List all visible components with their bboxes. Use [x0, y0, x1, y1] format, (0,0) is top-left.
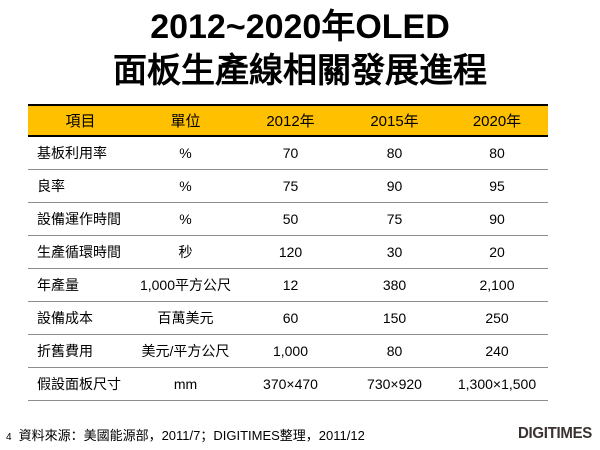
table-row: 設備運作時間 % 50 75 90: [28, 202, 548, 236]
row-label: 假設面板尺寸: [28, 367, 133, 401]
cell-2015: 80: [343, 334, 446, 368]
title-line-1: 2012~2020年OLED: [150, 8, 450, 46]
cell-2012: 70: [238, 136, 343, 170]
table-row: 良率 % 75 90 95: [28, 169, 548, 203]
oled-roadmap-table: 項目 單位 2012年 2015年 2020年 基板利用率 % 70 80 80…: [28, 104, 548, 401]
footer: 4 資料來源：美國能源部，2011/7；DIGITIMES整理，2011/12: [6, 425, 365, 444]
row-label: 設備成本: [28, 301, 133, 335]
table-row: 生產循環時間 秒 120 30 20: [28, 235, 548, 269]
page-number: 4: [6, 432, 12, 443]
table-container: 項目 單位 2012年 2015年 2020年 基板利用率 % 70 80 80…: [28, 104, 548, 401]
cell-2012: 60: [238, 301, 343, 335]
table-row: 設備成本 百萬美元 60 150 250: [28, 301, 548, 335]
row-label: 良率: [28, 169, 133, 203]
row-label: 折舊費用: [28, 334, 133, 368]
cell-2012: 75: [238, 169, 343, 203]
cell-2012: 1,000: [238, 334, 343, 368]
page-title: 2012~2020年OLED 面板生產線相關發展進程: [0, 0, 600, 93]
cell-unit: 美元/平方公尺: [133, 334, 238, 368]
column-header-2015: 2015年: [343, 104, 446, 137]
table-row: 年產量 1,000平方公尺 12 380 2,100: [28, 268, 548, 302]
cell-2020: 2,100: [446, 268, 548, 302]
row-label: 設備運作時間: [28, 202, 133, 236]
table-row: 基板利用率 % 70 80 80: [28, 136, 548, 170]
row-label: 基板利用率: [28, 136, 133, 170]
cell-2015: 380: [343, 268, 446, 302]
cell-2015: 90: [343, 169, 446, 203]
table-header-row: 項目 單位 2012年 2015年 2020年: [28, 104, 548, 137]
cell-2012: 120: [238, 235, 343, 269]
cell-unit: %: [133, 169, 238, 203]
cell-unit: 百萬美元: [133, 301, 238, 335]
table-row: 折舊費用 美元/平方公尺 1,000 80 240: [28, 334, 548, 368]
cell-2020: 80: [446, 136, 548, 170]
column-header-2012: 2012年: [238, 104, 343, 137]
cell-2015: 75: [343, 202, 446, 236]
digitimes-logo: DIGITIMES: [518, 424, 592, 443]
cell-2015: 730×920: [343, 367, 446, 401]
cell-2020: 90: [446, 202, 548, 236]
cell-unit: 秒: [133, 235, 238, 269]
cell-2015: 80: [343, 136, 446, 170]
cell-2015: 30: [343, 235, 446, 269]
cell-unit: 1,000平方公尺: [133, 268, 238, 302]
table-row: 假設面板尺寸 mm 370×470 730×920 1,300×1,500: [28, 367, 548, 401]
cell-unit: mm: [133, 367, 238, 401]
cell-2020: 1,300×1,500: [446, 367, 548, 401]
cell-unit: %: [133, 136, 238, 170]
cell-2012: 50: [238, 202, 343, 236]
cell-2012: 370×470: [238, 367, 343, 401]
cell-2020: 20: [446, 235, 548, 269]
column-header-unit: 單位: [133, 104, 238, 137]
cell-2015: 150: [343, 301, 446, 335]
row-label: 生產循環時間: [28, 235, 133, 269]
column-header-item: 項目: [28, 104, 133, 137]
cell-2020: 250: [446, 301, 548, 335]
cell-2012: 12: [238, 268, 343, 302]
source-note: 資料來源：美國能源部，2011/7；DIGITIMES整理，2011/12: [18, 428, 365, 443]
cell-2020: 95: [446, 169, 548, 203]
cell-unit: %: [133, 202, 238, 236]
row-label: 年產量: [28, 268, 133, 302]
title-line-2: 面板生產線相關發展進程: [113, 52, 487, 90]
cell-2020: 240: [446, 334, 548, 368]
column-header-2020: 2020年: [446, 104, 548, 137]
